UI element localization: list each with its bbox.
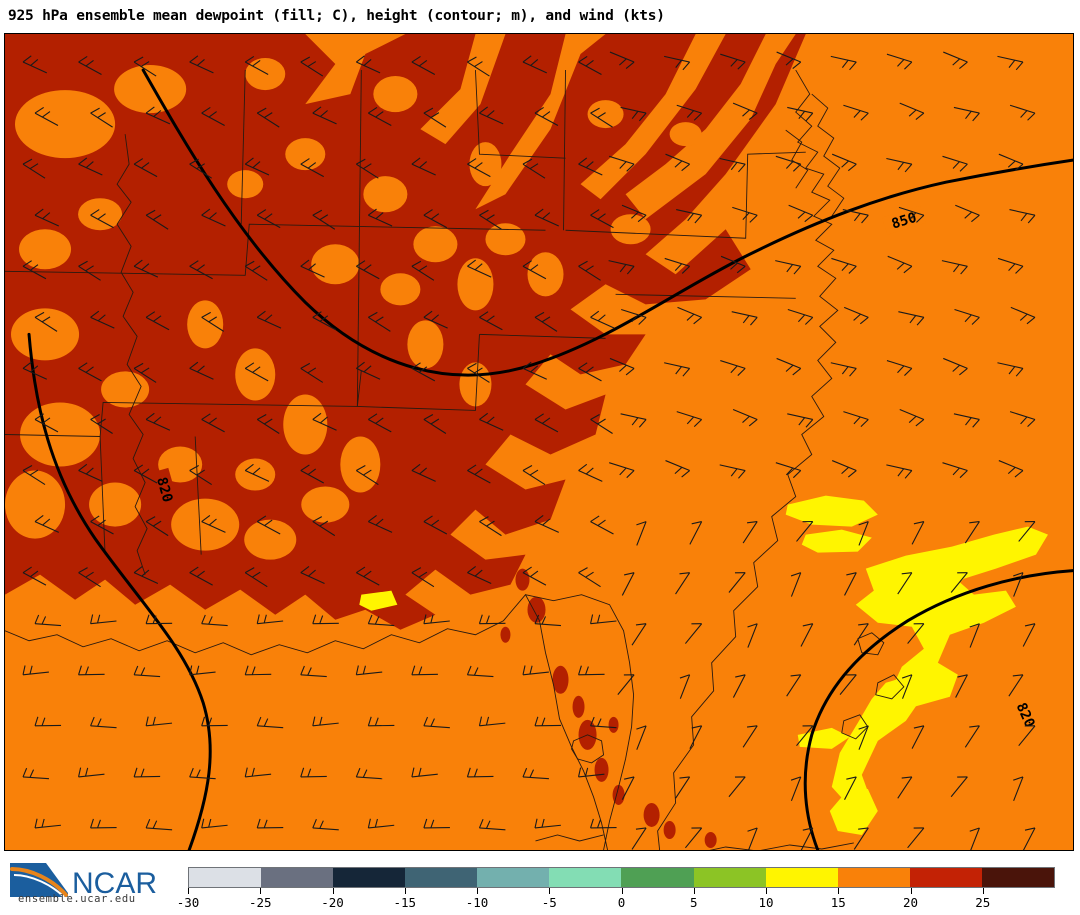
header-bar: 925 hPa ensemble mean dewpoint (fill; C)… (0, 0, 1080, 89)
colorbar-tick (332, 888, 334, 894)
colorbar-segment (189, 868, 262, 887)
colorbar-tick (838, 888, 840, 894)
colorbar[interactable]: -30 -25 -20 -15 -10 -5 0 5 10 15 20 25 (177, 867, 1055, 915)
colorbar-segment (765, 868, 838, 887)
colorbar-tick-label: -20 (321, 895, 344, 910)
colorbar-segment (981, 868, 1054, 887)
footer-bar: NCAR ensemble.ucar.edu -30 -25 -20 -15 -10 -5… (0, 853, 1080, 915)
colorbar-tick-label: -25 (248, 895, 272, 910)
colorbar-tick (188, 888, 189, 894)
ncar-logo[interactable]: NCAR (6, 859, 166, 911)
contour-820-east (803, 569, 1073, 850)
height-contours (27, 68, 1073, 850)
colorbar-segment (261, 868, 334, 887)
colorbar-tick (766, 888, 767, 894)
colorbar-tick (549, 888, 551, 894)
colorbar-swatches (188, 867, 1055, 888)
colorbar-segment (837, 868, 910, 887)
ncar-url-label[interactable]: ensemble.ucar.edu (18, 893, 136, 905)
contour-820-west (27, 332, 212, 850)
colorbar-segment (405, 868, 478, 887)
colorbar-tick (404, 888, 406, 894)
colorbar-tick-label: 5 (689, 895, 698, 910)
colorbar-tick-label: -10 (465, 895, 489, 910)
colorbar-segment (333, 868, 406, 887)
colorbar-ticks: -30 -25 -20 -15 -10 -5 0 5 10 15 20 25 (177, 888, 1055, 915)
colorbar-tick-label: 25 (975, 895, 991, 910)
colorbar-tick-label: 15 (830, 895, 846, 910)
fill-region-yellow-gulf (359, 590, 398, 611)
colorbar-tick-label: 20 (902, 895, 919, 910)
colorbar-tick (621, 888, 623, 894)
contour-850 (141, 68, 1073, 377)
colorbar-segment (909, 868, 982, 887)
colorbar-tick-label: -5 (541, 895, 557, 910)
colorbar-tick (982, 888, 984, 894)
contour-label-820-west: 820 (153, 475, 175, 504)
map-canvas: 850 820 820 (5, 34, 1073, 850)
ncar-logo-swoosh (10, 867, 68, 897)
colorbar-tick (260, 888, 262, 894)
colorbar-segment (477, 868, 550, 887)
colorbar-tick (693, 888, 695, 894)
colorbar-tick-label: -15 (393, 895, 417, 910)
map-panel[interactable]: 850 820 820 (4, 33, 1074, 851)
contour-label-850: 850 (890, 210, 919, 233)
fill-region-orange-inclusions (5, 58, 702, 560)
colorbar-tick (477, 888, 478, 894)
colorbar-tick (910, 888, 912, 894)
ncar-logo-text: NCAR (72, 867, 157, 900)
colorbar-segment (549, 868, 622, 887)
colorbar-tick-label: -30 (176, 895, 200, 910)
fill-region-darkred-speckles (500, 568, 717, 848)
colorbar-segment (621, 868, 694, 887)
colorbar-tick-label: 10 (758, 895, 774, 910)
ncar-logo-inner-arc (13, 874, 65, 898)
political-boundaries (5, 69, 905, 850)
colorbar-tick-label: 0 (617, 895, 626, 910)
colorbar-segment (693, 868, 766, 887)
page-title: 925 hPa ensemble mean dewpoint (fill; C)… (8, 8, 665, 24)
